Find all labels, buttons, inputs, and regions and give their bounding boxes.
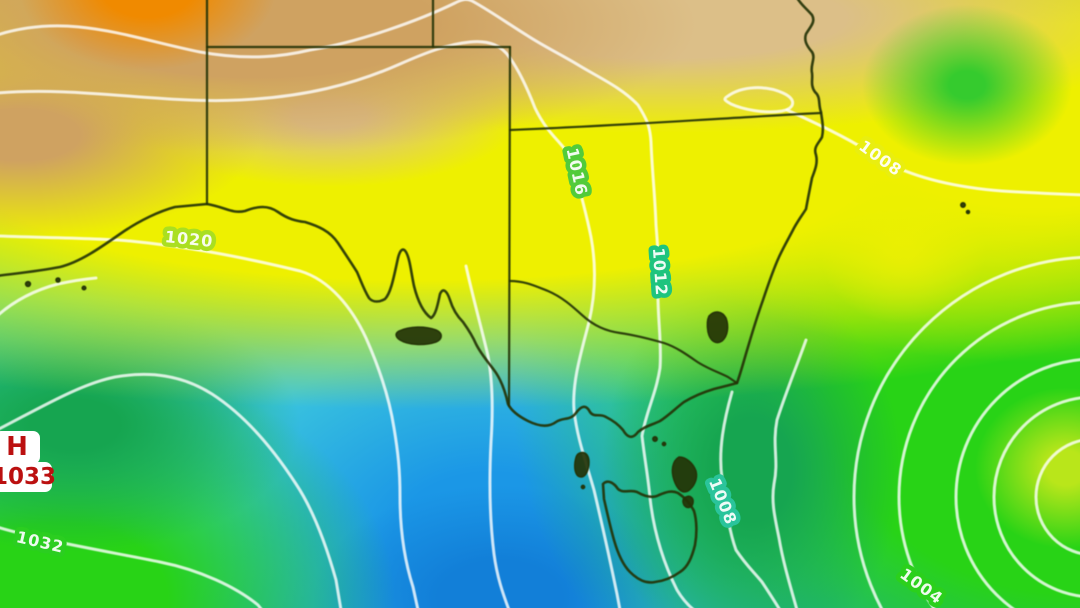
island-flinders <box>671 456 698 493</box>
isobar-1008-east <box>785 108 1080 197</box>
low-ring-1004 <box>897 301 1080 608</box>
isobar-1024-arc <box>0 372 343 608</box>
island-speck-tasman-2 <box>965 209 971 215</box>
coastline-tasmania <box>601 480 698 584</box>
high-pressure-symbol: H <box>0 431 40 464</box>
isobar-label-1012: 1012 <box>649 247 671 297</box>
lake-gippsland <box>706 311 729 344</box>
low-pressure-rings <box>852 255 1080 608</box>
low-ring-2 <box>992 396 1080 598</box>
isobar-label-1016: 1016 <box>563 146 592 197</box>
isobar-1016 <box>0 40 622 608</box>
island-speck-tasman-1 <box>960 202 966 208</box>
isobar-label-1032: 1032 <box>14 527 66 556</box>
border-qld-nsw <box>508 111 823 132</box>
isobar-ridge-nose <box>0 276 98 316</box>
border-nsw-vic-murray <box>508 279 739 385</box>
isobar-label-1008-east: 1008 <box>855 136 905 180</box>
low-ring-3 <box>954 358 1080 608</box>
island-speck-recherche-2 <box>55 277 61 283</box>
island-speck-king-south <box>580 484 586 490</box>
island-kangaroo <box>395 326 442 346</box>
island-flinders-south <box>682 495 694 509</box>
isobar-1008-ridge-loop <box>723 86 795 114</box>
geography-lines <box>0 0 971 584</box>
island-speck-bass-1 <box>652 436 658 442</box>
isobar-unlabeled-mid <box>464 264 510 608</box>
isobar-1012 <box>0 0 694 608</box>
low-ring-1 <box>1034 439 1080 555</box>
isobar-1008-tasman <box>719 390 781 608</box>
island-king <box>574 451 590 478</box>
isobar-label-1004: 1004 <box>896 564 946 608</box>
high-pressure-value: 1033 <box>0 462 56 492</box>
isobar-1020 <box>0 234 420 608</box>
border-sa-qld-nsw-vic <box>507 45 512 408</box>
island-speck-bass-2 <box>661 441 667 447</box>
isobar-unlabeled-east <box>771 338 808 608</box>
low-ring-5 <box>852 255 1080 608</box>
island-speck-recherche-3 <box>81 285 87 291</box>
isobar-label-1008-tasman: 1008 <box>705 476 741 528</box>
isobar-1032 <box>0 526 263 608</box>
island-speck-recherche-1 <box>24 280 32 288</box>
coastline-mainland <box>0 0 825 439</box>
